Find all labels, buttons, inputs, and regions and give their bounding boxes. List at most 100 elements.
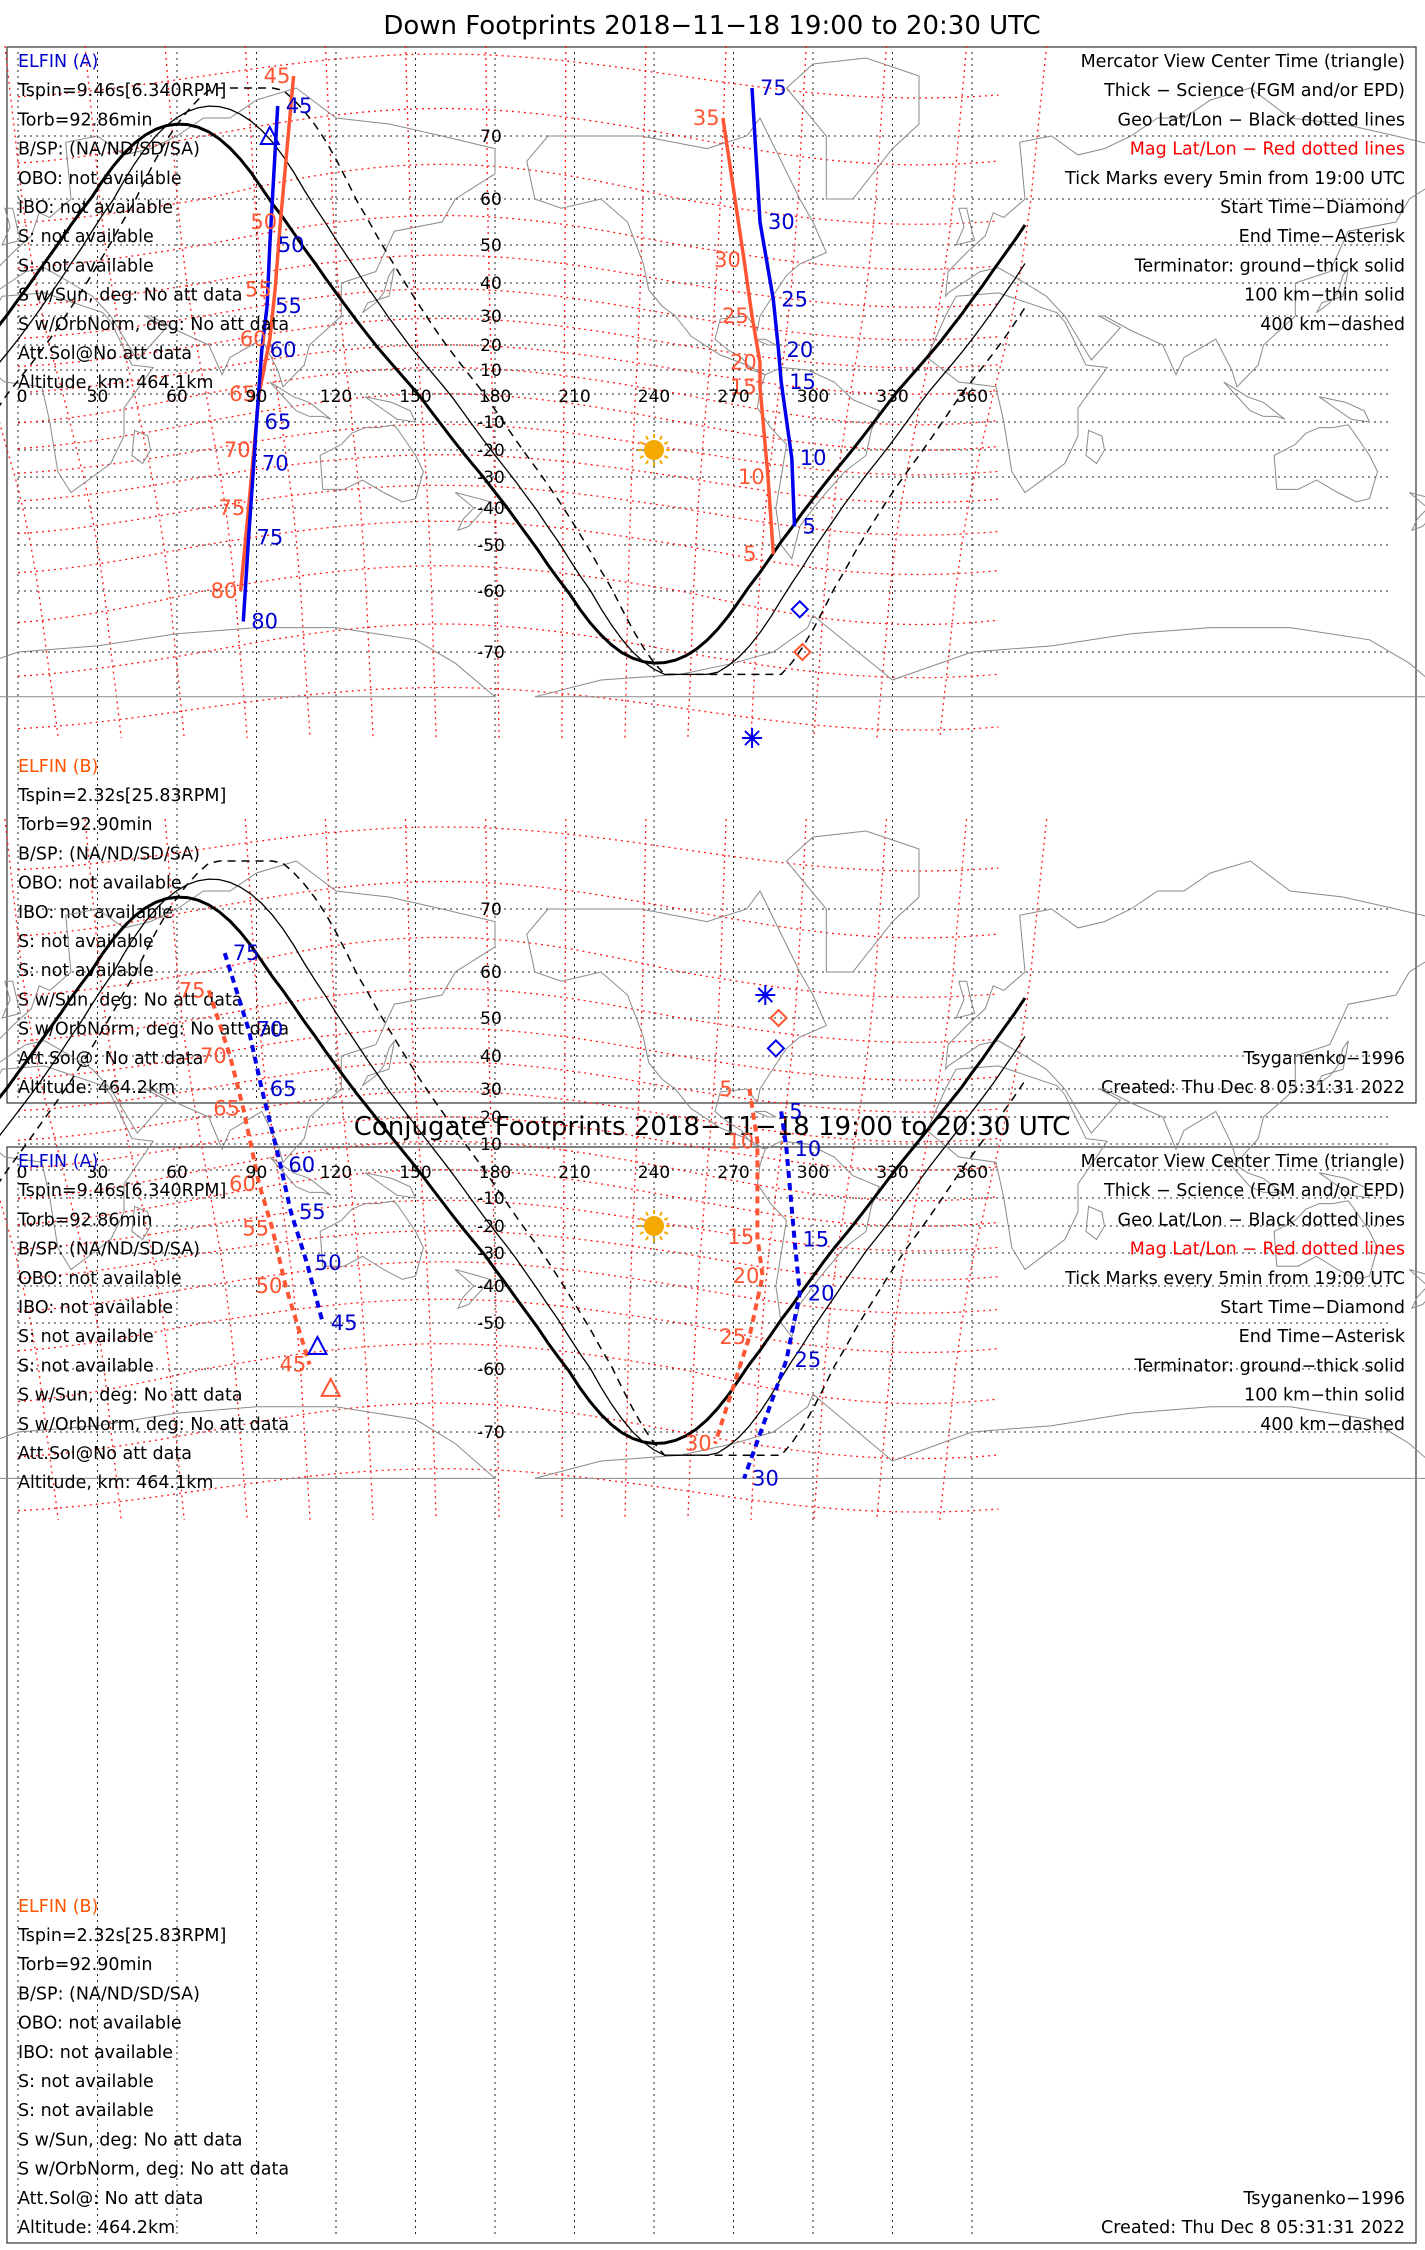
- down-footprints-panel: Down Footprints 2018−11−18 19:00 to 20:3…: [0, 11, 1425, 1104]
- mag-meridian: [404, 45, 437, 739]
- lon-label: 330: [876, 387, 908, 407]
- legend-line: Mercator View Center Time (triangle): [1081, 52, 1405, 72]
- elfin-b-tick-label: 20: [733, 1264, 760, 1288]
- elfin-a-tick-label: 80: [251, 610, 278, 634]
- coastline: [1408, 1269, 1425, 1310]
- lon-label: 240: [638, 387, 670, 407]
- coastline: [944, 87, 1425, 388]
- coastline: [1408, 492, 1425, 532]
- mag-meridian: [687, 818, 727, 1521]
- sun-ray: [663, 1231, 669, 1235]
- elfin-b-tick-label: 75: [219, 496, 246, 520]
- start-diamond-b: [792, 642, 812, 662]
- coastline: [1, 980, 22, 1019]
- elfin-a-info-line: B/SP: (NA/ND/SD/SA): [18, 140, 200, 160]
- elfin-b-info-line: S: not available: [18, 2101, 154, 2121]
- mag-meridian: [244, 818, 311, 1521]
- elfin-a-tick-label: 50: [278, 233, 305, 257]
- elfin-a-info-line: Tspin=9.46s[6.340RPM]: [17, 1181, 226, 1201]
- elfin-a-tick-label: 25: [795, 1348, 822, 1372]
- mag-meridian: [624, 45, 647, 739]
- elfin-a-info-line: OBO: not available: [18, 1269, 182, 1289]
- coastline: [1223, 381, 1286, 420]
- lat-label: -50: [477, 1314, 505, 1334]
- elfin-b-tick-label: 30: [714, 248, 741, 272]
- terminator-ground: [0, 122, 1027, 665]
- sun-ray: [639, 441, 645, 445]
- elfin-b-info-line: ELFIN (B): [18, 757, 98, 777]
- lat-label: -40: [477, 1277, 505, 1297]
- mag-parallel: [17, 214, 999, 271]
- mag-meridian: [561, 818, 567, 1521]
- elfin-a-track: [222, 952, 325, 1324]
- sun-ray: [663, 455, 669, 459]
- lat-label: -20: [477, 1217, 505, 1237]
- coastline: [269, 381, 332, 420]
- elfin-a-tick-label: 55: [299, 1200, 326, 1224]
- elfin-a-info-line: OBO: not available: [18, 169, 182, 189]
- elfin-a-info-line: S: not available: [18, 256, 154, 276]
- elfin-a-tick-label: 30: [768, 210, 795, 234]
- lon-label: 0: [17, 387, 28, 407]
- lat-label: 70: [480, 900, 502, 920]
- lat-label: -50: [477, 536, 505, 556]
- elfin-b-info-line: Torb=92.90min: [17, 815, 153, 835]
- lon-label: 120: [320, 1163, 352, 1183]
- lon-label: 60: [166, 387, 188, 407]
- elfin-b-tick-label: 70: [200, 1044, 227, 1068]
- elfin-b-tick-label: 50: [256, 1274, 283, 1298]
- elfin-a-tick-label: 75: [257, 526, 284, 550]
- elfin-a-tick-label: 70: [257, 1017, 284, 1041]
- lat-label: -20: [477, 441, 505, 461]
- elfin-a-info-line: S w/Sun, deg: No att data: [18, 286, 243, 306]
- elfin-b-tick-label: 35: [693, 106, 720, 130]
- coastlines: [0, 830, 1425, 1479]
- legend-line: Tick Marks every 5min from 19:00 UTC: [1064, 169, 1405, 189]
- lat-label: -70: [477, 1423, 505, 1443]
- elfin-a-tick-label: 50: [315, 1251, 342, 1275]
- terminator-400km: [0, 860, 1026, 1456]
- sun-ray: [659, 459, 663, 465]
- mag-meridian: [164, 45, 248, 739]
- lat-label: 10: [480, 1135, 502, 1155]
- start-diamond-b: [769, 1008, 788, 1028]
- elfin-a-tick-label: 75: [233, 941, 260, 965]
- legend-line: Tick Marks every 5min from 19:00 UTC: [1064, 1269, 1405, 1289]
- plot-frame: [6, 46, 1417, 1104]
- coastline: [955, 207, 976, 246]
- lon-label: 90: [246, 387, 268, 407]
- mag-meridian: [485, 818, 500, 1521]
- sun-icon: [644, 440, 664, 460]
- mag-parallel: [17, 520, 999, 576]
- terminator-lines: [0, 860, 1027, 1456]
- coastline: [534, 614, 1425, 698]
- mag-meridian: [84, 818, 185, 1521]
- coastline: [319, 1200, 424, 1280]
- elfin-a-tick-label: 65: [270, 1077, 297, 1101]
- spacecraft-tracks: 75 70 65 60 55 50 45 5 10 15 20 25 30 75 70 65 60 55 50 45 5…: [179, 941, 835, 1490]
- elfin-b-tick-label: 5: [743, 542, 756, 566]
- elfin-a-tick-label: 45: [331, 1311, 358, 1335]
- elfin-a-tick-label: 55: [275, 294, 302, 318]
- mag-parallel: [17, 1061, 999, 1113]
- mag-meridian: [4, 45, 122, 739]
- elfin-a-tick-label: 60: [270, 338, 297, 362]
- legend-line: 400 km−dashed: [1260, 1415, 1405, 1435]
- coastline: [955, 980, 976, 1019]
- mag-meridian: [750, 818, 807, 1521]
- elfin-b-info-line: IBO: not available: [18, 2043, 173, 2063]
- lon-label: 90: [246, 1163, 268, 1183]
- coastline: [319, 424, 424, 503]
- coastline: [131, 429, 152, 465]
- coastline: [1273, 424, 1379, 503]
- elfin-b-tick-label: 70: [224, 438, 251, 462]
- legend-line: Mag Lat/Lon − Red dotted lines: [1130, 140, 1405, 160]
- coastlines: [0, 57, 1425, 698]
- elfin-a-info-line: S: not available: [18, 1356, 154, 1376]
- lon-label: 210: [558, 387, 590, 407]
- coastline: [944, 860, 1425, 1164]
- lat-label: -60: [477, 582, 505, 602]
- lon-label: 150: [399, 387, 431, 407]
- elfin-b-tick-label: 45: [280, 1352, 307, 1376]
